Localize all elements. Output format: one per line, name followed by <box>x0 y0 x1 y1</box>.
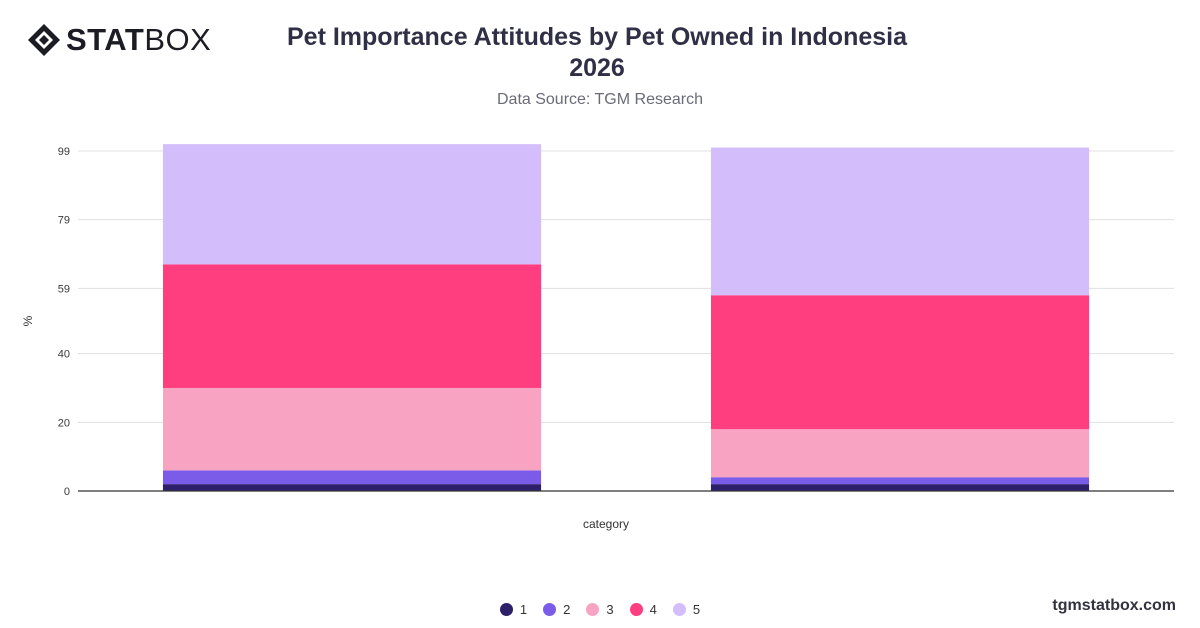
bar-segment <box>710 484 1090 491</box>
y-tick-label: 40 <box>58 349 70 361</box>
chart-legend: 1 2 3 4 5 <box>0 602 1200 617</box>
chart-title-line2: 2026 <box>569 54 625 82</box>
logo-text: STATBOX <box>66 22 211 58</box>
bar-segment <box>710 477 1090 485</box>
legend-dot <box>629 603 643 616</box>
footer-brand: tgmstatbox.com <box>1052 597 1176 614</box>
y-tick-label: 99 <box>58 146 70 158</box>
legend-label: 4 <box>649 602 657 617</box>
bar-segment <box>162 470 542 485</box>
bar-segment <box>710 295 1090 430</box>
legend-item[interactable]: 1 <box>499 602 528 617</box>
y-tick-label: 0 <box>64 486 70 498</box>
legend-item[interactable]: 4 <box>629 602 657 617</box>
legend-label: 3 <box>606 602 614 617</box>
legend-item[interactable]: 5 <box>672 602 701 617</box>
y-tick-label: 79 <box>58 215 70 227</box>
bar-segment <box>162 144 542 265</box>
legend-label: 1 <box>519 602 528 617</box>
chart-subtitle: Data Source: TGM Research <box>496 91 703 108</box>
chart-title-line1: Pet Importance Attitudes by Pet Owned in… <box>287 23 907 51</box>
bar-segment <box>162 264 542 388</box>
bar-segment <box>162 484 542 491</box>
chart-title: Pet Importance Attitudes by Pet Owned in… <box>247 22 947 84</box>
legend-dot <box>672 603 686 616</box>
legend-dot <box>499 603 513 616</box>
legend-item[interactable]: 2 <box>543 602 570 617</box>
statbox-logo: STATBOX <box>26 22 211 58</box>
legend-label: 2 <box>563 602 571 617</box>
logo-text-bold: STAT <box>66 22 145 57</box>
y-tick-label: 59 <box>58 283 70 295</box>
x-axis-title: category <box>583 517 629 531</box>
diamond-logo-icon <box>28 24 60 56</box>
legend-dot <box>586 603 600 616</box>
legend-dot <box>543 603 557 616</box>
logo-text-light: BOX <box>144 22 212 57</box>
bar-segment <box>162 387 542 471</box>
y-tick-label: 20 <box>58 417 70 429</box>
bar-segment <box>710 147 1090 296</box>
legend-item[interactable]: 3 <box>586 602 614 617</box>
bar-segment <box>710 429 1090 478</box>
y-axis-title: % <box>21 315 35 326</box>
legend-label: 5 <box>692 602 701 617</box>
